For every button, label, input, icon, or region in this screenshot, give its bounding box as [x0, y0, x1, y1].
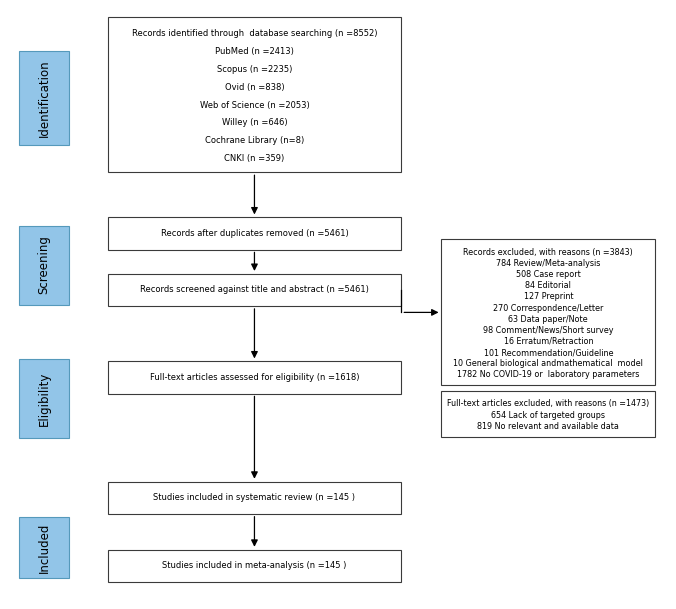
- Text: Records screened against title and abstract (n =5461): Records screened against title and abstr…: [140, 286, 369, 294]
- Bar: [107, 482, 402, 514]
- Text: Included: Included: [38, 523, 51, 572]
- Text: 101 Recommendation/Guideline: 101 Recommendation/Guideline: [483, 348, 613, 357]
- Bar: [107, 274, 402, 306]
- Text: Screening: Screening: [38, 236, 51, 294]
- Bar: [107, 18, 402, 172]
- Text: Cochrane Library (n=8): Cochrane Library (n=8): [205, 136, 304, 145]
- Text: Ovid (n =838): Ovid (n =838): [224, 83, 285, 92]
- Text: 127 Preprint: 127 Preprint: [523, 292, 573, 301]
- Text: 16 Erratum/Retraction: 16 Erratum/Retraction: [504, 337, 593, 346]
- Text: 819 No relevant and available data: 819 No relevant and available data: [477, 421, 619, 431]
- Bar: [19, 51, 69, 145]
- Text: 84 Editorial: 84 Editorial: [525, 281, 571, 290]
- Bar: [19, 517, 69, 578]
- Text: Records excluded, with reasons (n =3843): Records excluded, with reasons (n =3843): [464, 248, 633, 257]
- Bar: [441, 391, 655, 437]
- Text: Studies included in systematic review (n =145 ): Studies included in systematic review (n…: [153, 493, 356, 502]
- Text: 98 Comment/News/Short survey: 98 Comment/News/Short survey: [483, 326, 614, 335]
- Text: Studies included in meta-analysis (n =145 ): Studies included in meta-analysis (n =14…: [162, 561, 347, 570]
- Text: 270 Correspondence/Letter: 270 Correspondence/Letter: [493, 303, 604, 312]
- Text: 508 Case report: 508 Case report: [516, 270, 581, 279]
- Text: 10 General biological andmathematical  model: 10 General biological andmathematical mo…: [454, 359, 644, 368]
- Text: Willey (n =646): Willey (n =646): [222, 118, 287, 127]
- Text: PubMed (n =2413): PubMed (n =2413): [215, 47, 294, 56]
- Text: Eligibility: Eligibility: [38, 371, 51, 426]
- Text: 63 Data paper/Note: 63 Data paper/Note: [508, 315, 588, 324]
- Text: Records identified through  database searching (n =8552): Records identified through database sear…: [132, 29, 377, 38]
- Text: Records after duplicates removed (n =5461): Records after duplicates removed (n =546…: [161, 229, 348, 238]
- Text: 784 Review/Meta-analysis: 784 Review/Meta-analysis: [496, 259, 600, 268]
- Text: Identification: Identification: [38, 59, 51, 137]
- Text: CNKI (n =359): CNKI (n =359): [224, 154, 285, 163]
- Bar: [107, 217, 402, 250]
- Text: Full-text articles excluded, with reasons (n =1473): Full-text articles excluded, with reason…: [447, 400, 650, 409]
- Text: 1782 No COVID-19 or  laboratory parameters: 1782 No COVID-19 or laboratory parameter…: [457, 370, 639, 379]
- Text: 654 Lack of targeted groups: 654 Lack of targeted groups: [491, 410, 605, 420]
- Bar: [19, 359, 69, 438]
- Text: Scopus (n =2235): Scopus (n =2235): [217, 65, 292, 74]
- Bar: [441, 239, 655, 385]
- Text: Web of Science (n =2053): Web of Science (n =2053): [199, 100, 310, 110]
- Bar: [107, 550, 402, 582]
- Bar: [107, 361, 402, 393]
- Bar: [19, 225, 69, 304]
- Text: Full-text articles assessed for eligibility (n =1618): Full-text articles assessed for eligibil…: [149, 373, 359, 382]
